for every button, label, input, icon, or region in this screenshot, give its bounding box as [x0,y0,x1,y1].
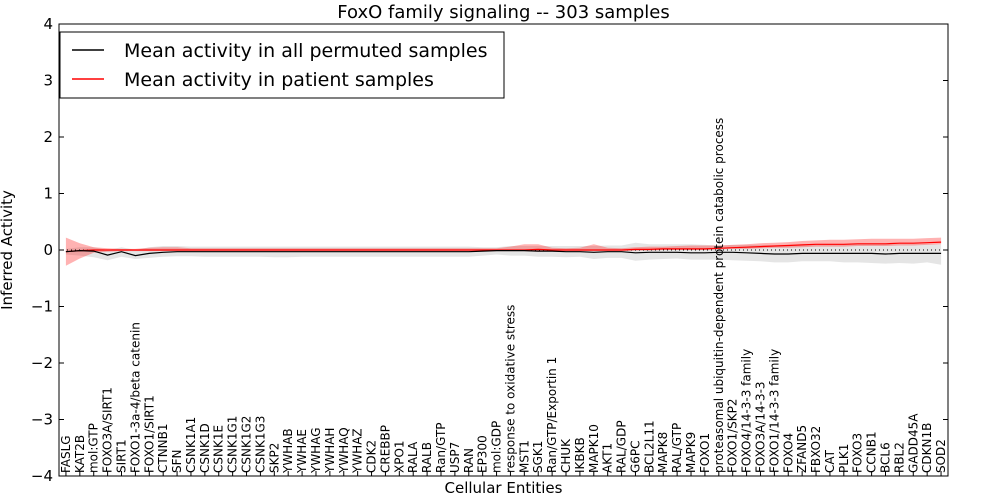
series-line-permuted [65,249,942,257]
x-category-label: mol:GDP [490,421,504,473]
x-category-label: YWHAE [295,429,309,474]
x-category-label: FOXO3A/SIRT1 [101,387,115,473]
x-category-label: CSNK1A1 [184,417,198,473]
x-category-label: FASLG [59,435,73,473]
x-category-label: GADD45A [906,413,920,473]
x-category-label: mol:GTP [87,423,101,473]
x-category-label: CDKN1B [920,423,934,473]
legend: Mean activity in all permuted samples Me… [59,31,505,99]
x-category-label: MAPK10 [587,424,601,473]
x-category-label: XPO1 [392,440,406,473]
x-category-label: CHUK [559,438,573,473]
y-tick-label: 0 [43,241,53,259]
x-axis-title: Cellular Entities [445,479,563,497]
x-category-label: CSNK1G3 [253,416,267,473]
x-category-label: FBXO32 [809,426,823,473]
x-category-label: G6PC [628,440,642,473]
x-category-label: response to oxidative stress [503,305,517,473]
x-category-label: MAPK8 [656,432,670,473]
x-category-label: RBL2 [892,442,906,473]
y-tick-label: −1 [31,298,53,316]
x-category-label: RAL/GDP [615,420,629,473]
x-category-label: Ran/GTP [434,422,448,473]
x-category-label: FOXO1/SIRT1 [142,395,156,473]
x-category-label: RAN [462,448,476,473]
x-category-label: PLK1 [837,444,851,473]
x-category-label: proteasomal ubiquitin-dependent protein … [712,118,726,473]
x-category-label: FOXO3A/14-3-3 [753,381,767,473]
x-category-label: YWHAQ [337,427,351,474]
series-lines [59,241,948,257]
x-category-label: CAT [823,449,837,473]
x-category-label: KAT2B [73,435,87,473]
legend-label-permuted: Mean activity in all permuted samples [124,40,487,62]
y-tick-label: 3 [43,72,53,90]
x-category-label: CCNB1 [865,431,879,473]
x-category-label: CSNK1G2 [240,416,254,473]
x-category-label: YWHAG [309,427,323,474]
x-category-label: SGK1 [531,441,545,473]
x-category-label: RALB [420,442,434,473]
x-category-label: EP300 [476,435,490,473]
x-axis-categories: FASLG KAT2B mol:GTP FOXO3A/SIRT1 SIRT1 FOXO1-… [59,118,948,476]
x-category-label: CSNK1D [198,423,212,473]
x-category-label: YWHAB [281,428,295,474]
chart-title: FoxO family signaling -- 303 samples [337,2,669,23]
x-category-label: SIRT1 [115,439,129,473]
x-category-label: MAPK9 [684,432,698,473]
x-category-label: BCL6 [878,442,892,473]
y-tick-label: 1 [43,185,53,203]
x-category-label: CSNK1E [212,425,226,473]
y-tick-label: −3 [31,411,53,429]
x-category-label: Ran/GTP/Exportin 1 [545,357,559,473]
x-category-label: CREBBP [378,425,392,473]
y-axis-title: Inferred Activity [0,190,16,310]
x-category-label: FOXO4/14-3-3 family [740,349,754,473]
x-category-label: ZFAND5 [795,425,809,473]
legend-label-patient: Mean activity in patient samples [124,69,434,91]
y-axis-ticks: −4 −3 −2 −1 0 1 2 3 4 [31,15,948,485]
x-category-label: CSNK1G1 [226,416,240,473]
x-category-label: YWHAZ [351,428,365,474]
x-category-label: YWHAH [323,428,337,474]
x-category-label: FOXO1-3a-4/beta catenin [128,322,142,473]
x-category-label: CDK2 [365,440,379,473]
y-tick-label: −2 [31,354,53,372]
x-category-label: IKBKB [573,437,587,473]
x-category-label: FOXO1/SKP2 [726,398,740,473]
x-category-label: FOXO4 [781,433,795,473]
x-category-label: SOD2 [934,439,948,473]
legend-box [59,31,505,99]
x-category-label: FOXO1/14-3-3 family [767,349,781,473]
y-tick-label: 4 [43,15,53,33]
band-patient [65,237,942,266]
x-category-label: CTNNB1 [156,423,170,473]
y-tick-label: 2 [43,128,53,146]
y-tick-label: −4 [31,467,53,485]
x-category-label: MST1 [517,440,531,473]
x-category-label: AKT1 [601,443,615,473]
x-category-label: FOXO1 [698,433,712,473]
x-category-label: SKP2 [267,443,281,473]
x-category-label: BCL2L11 [642,420,656,473]
x-category-label: RALA [406,441,420,473]
x-category-label: RAL/GTP [670,423,684,473]
x-category-label: FOXO3 [851,433,865,473]
x-category-label: USP7 [448,442,462,473]
x-category-label: SFN [170,450,184,474]
